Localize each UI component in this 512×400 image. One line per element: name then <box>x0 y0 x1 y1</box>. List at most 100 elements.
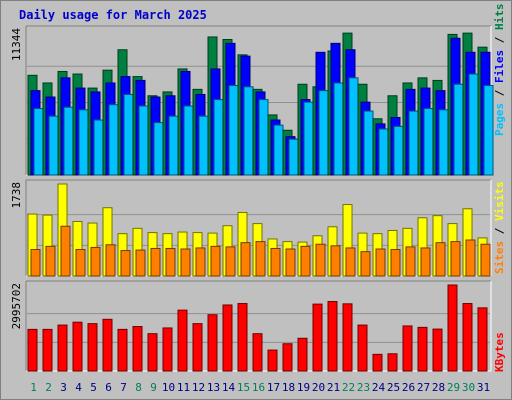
bar-sites-day-28 <box>435 242 446 277</box>
bar-kbytes-day-13 <box>207 314 218 372</box>
panel-legend: Pages / Files / Hits <box>493 4 506 137</box>
bar-kbytes-day-7 <box>117 328 128 372</box>
bar-sites-day-13 <box>210 245 221 277</box>
bar-kbytes-day-10 <box>162 327 173 372</box>
bar-sites-day-8 <box>135 249 146 277</box>
bar-sites-day-19 <box>300 245 311 277</box>
bar-pages-day-4 <box>78 109 89 176</box>
panel-kbytes: 2995702 KBytes <box>10 280 506 372</box>
x-tick-label: 15 <box>237 381 250 394</box>
bar-sites-day-31 <box>480 243 491 277</box>
bar-kbytes-day-18 <box>282 343 293 372</box>
x-tick-label: 30 <box>462 381 475 394</box>
x-tick-label: 24 <box>372 381 386 394</box>
x-tick-label: 4 <box>75 381 82 394</box>
x-tick-label: 5 <box>90 381 97 394</box>
bar-kbytes-day-31 <box>477 307 488 372</box>
bar-sites-day-21 <box>330 245 341 277</box>
bar-sites-day-27 <box>420 247 431 277</box>
bar-pages-day-20 <box>318 90 329 176</box>
bar-sites-day-10 <box>165 247 176 277</box>
bar-kbytes-day-27 <box>417 326 428 372</box>
x-tick-label: 22 <box>342 381 355 394</box>
legend-separator: / <box>493 221 506 241</box>
bar-kbytes-day-24 <box>372 353 383 372</box>
bar-sites-day-5 <box>90 246 101 277</box>
bar-sites-day-20 <box>315 243 326 277</box>
bar-kbytes-day-19 <box>297 337 308 372</box>
panel-visits-sites: 1738 Sites / Visits <box>10 179 506 277</box>
bar-pages-day-8 <box>138 105 149 176</box>
legend-separator: / <box>493 30 506 50</box>
legend-hits: Hits <box>493 4 506 31</box>
bar-pages-day-12 <box>198 115 209 176</box>
bar-pages-day-16 <box>258 99 269 176</box>
bar-pages-day-29 <box>453 83 464 176</box>
legend-sites: Sites <box>493 241 506 274</box>
bar-pages-day-7 <box>123 93 134 176</box>
bar-sites-day-1 <box>30 249 41 277</box>
panel-legend: KBytes <box>493 332 506 372</box>
legend-visits: Visits <box>493 181 506 221</box>
bar-pages-day-10 <box>168 115 179 176</box>
bar-pages-day-17 <box>273 124 284 176</box>
bar-pages-day-2 <box>48 115 59 176</box>
panel-hits-files-pages: 11344 Pages / Files / Hits <box>10 4 506 176</box>
legend-pages: Pages <box>493 103 506 136</box>
bar-sites-day-7 <box>120 250 131 277</box>
bar-kbytes-day-11 <box>177 309 188 372</box>
bar-kbytes-day-21 <box>327 301 338 372</box>
bar-kbytes-day-14 <box>222 304 233 372</box>
bar-pages-day-21 <box>333 82 344 176</box>
bar-kbytes-day-3 <box>57 324 68 372</box>
bar-kbytes-day-25 <box>387 353 398 372</box>
x-tick-label: 19 <box>297 381 310 394</box>
bar-sites-day-22 <box>345 247 356 277</box>
bar-kbytes-day-1 <box>27 328 38 372</box>
bar-pages-day-24 <box>378 128 389 176</box>
bar-sites-day-18 <box>285 248 296 277</box>
bar-pages-day-13 <box>213 99 224 176</box>
panel-max-label: 2995702 <box>10 283 23 329</box>
chart-title: Daily usage for March 2025 <box>19 8 207 22</box>
bar-kbytes-day-20 <box>312 303 323 372</box>
bar-sites-day-3 <box>60 225 71 277</box>
bar-sites-day-16 <box>255 241 266 277</box>
bar-kbytes-day-22 <box>342 303 353 372</box>
x-tick-label: 7 <box>120 381 127 394</box>
x-tick-label: 13 <box>207 381 220 394</box>
bar-pages-day-30 <box>468 73 479 176</box>
bar-pages-day-1 <box>33 108 44 176</box>
bar-pages-day-23 <box>363 110 374 176</box>
legend-files: Files <box>493 50 506 83</box>
x-tick-label: 26 <box>402 381 415 394</box>
x-tick-label: 29 <box>447 381 460 394</box>
x-tick-label: 12 <box>192 381 205 394</box>
x-tick-label: 16 <box>252 381 265 394</box>
x-tick-label: 3 <box>60 381 67 394</box>
x-tick-label: 10 <box>162 381 175 394</box>
x-axis-labels: 1 2 3 4 5 6 7 8 9 10 11 12 13 14 15 16 17 18 19 20 21 22 23 24 2… <box>30 381 490 394</box>
legend-separator: / <box>493 83 506 103</box>
x-tick-label: 28 <box>432 381 445 394</box>
x-tick-label: 8 <box>135 381 142 394</box>
bar-pages-day-28 <box>438 109 449 176</box>
bar-kbytes-day-28 <box>432 328 443 372</box>
bar-pages-day-14 <box>228 85 239 176</box>
x-tick-label: 9 <box>150 381 157 394</box>
panel-legend: Sites / Visits <box>493 181 506 274</box>
bar-sites-day-23 <box>360 251 371 277</box>
legend-kbytes: KBytes <box>493 332 506 372</box>
bar-sites-day-30 <box>465 239 476 277</box>
bar-kbytes-day-16 <box>252 333 263 372</box>
x-tick-label: 31 <box>477 381 490 394</box>
x-tick-label: 6 <box>105 381 112 394</box>
bar-sites-day-9 <box>150 247 161 277</box>
bar-pages-day-15 <box>243 86 254 176</box>
bar-sites-day-15 <box>240 242 251 277</box>
panel-max-label: 1738 <box>10 182 23 209</box>
bar-pages-day-26 <box>408 110 419 176</box>
bar-kbytes-day-5 <box>87 323 98 372</box>
bar-pages-day-31 <box>483 85 494 176</box>
